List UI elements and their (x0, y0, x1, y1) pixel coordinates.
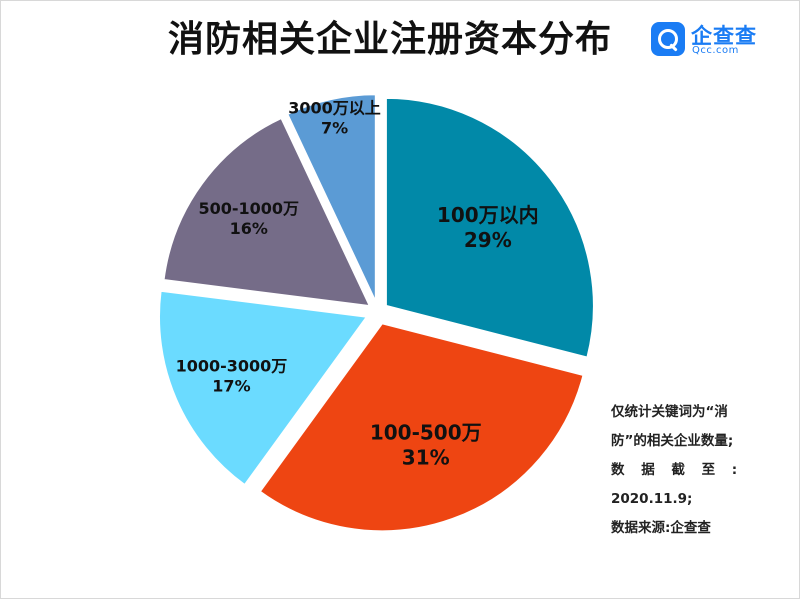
pie-slice-4 (162, 116, 372, 308)
slice-label-1: 100万以内 (437, 203, 539, 227)
source-note: 仅统计关键词为“消 防”的相关企业数量; 数 据 截 至 : 2020.11.9… (611, 398, 771, 543)
slice-label-2: 100-500万 (370, 421, 482, 445)
note-line-5: 数据来源:企查查 (611, 520, 711, 536)
slice-percent-1: 29% (464, 228, 512, 252)
note-line-3: 数 据 截 至 : (611, 462, 744, 478)
note-line-1: 仅统计关键词为“消 (611, 404, 728, 420)
slice-percent-2: 31% (402, 446, 450, 470)
pie-slice-2 (258, 322, 585, 533)
logo-domain: Qcc.com (692, 45, 739, 56)
chart-title: 消防相关企业注册资本分布 (167, 19, 612, 60)
slice-percent-4: 16% (230, 219, 268, 238)
slice-percent-5: 7% (321, 119, 348, 138)
slice-label-4: 500-1000万 (198, 199, 299, 218)
slice-label-5: 3000万以上 (288, 99, 381, 118)
note-line-2: 防”的相关企业数量; (611, 433, 734, 449)
magnifier-icon (651, 22, 685, 56)
pie-slice-1 (384, 96, 595, 359)
pie-slice-3 (158, 289, 369, 487)
slice-label-3: 1000-3000万 (176, 356, 288, 375)
pie-slice-5 (285, 93, 377, 303)
note-line-4: 2020.11.9; (611, 491, 693, 507)
logo-name: 企查查 (691, 24, 757, 48)
slice-percent-3: 17% (212, 376, 250, 395)
